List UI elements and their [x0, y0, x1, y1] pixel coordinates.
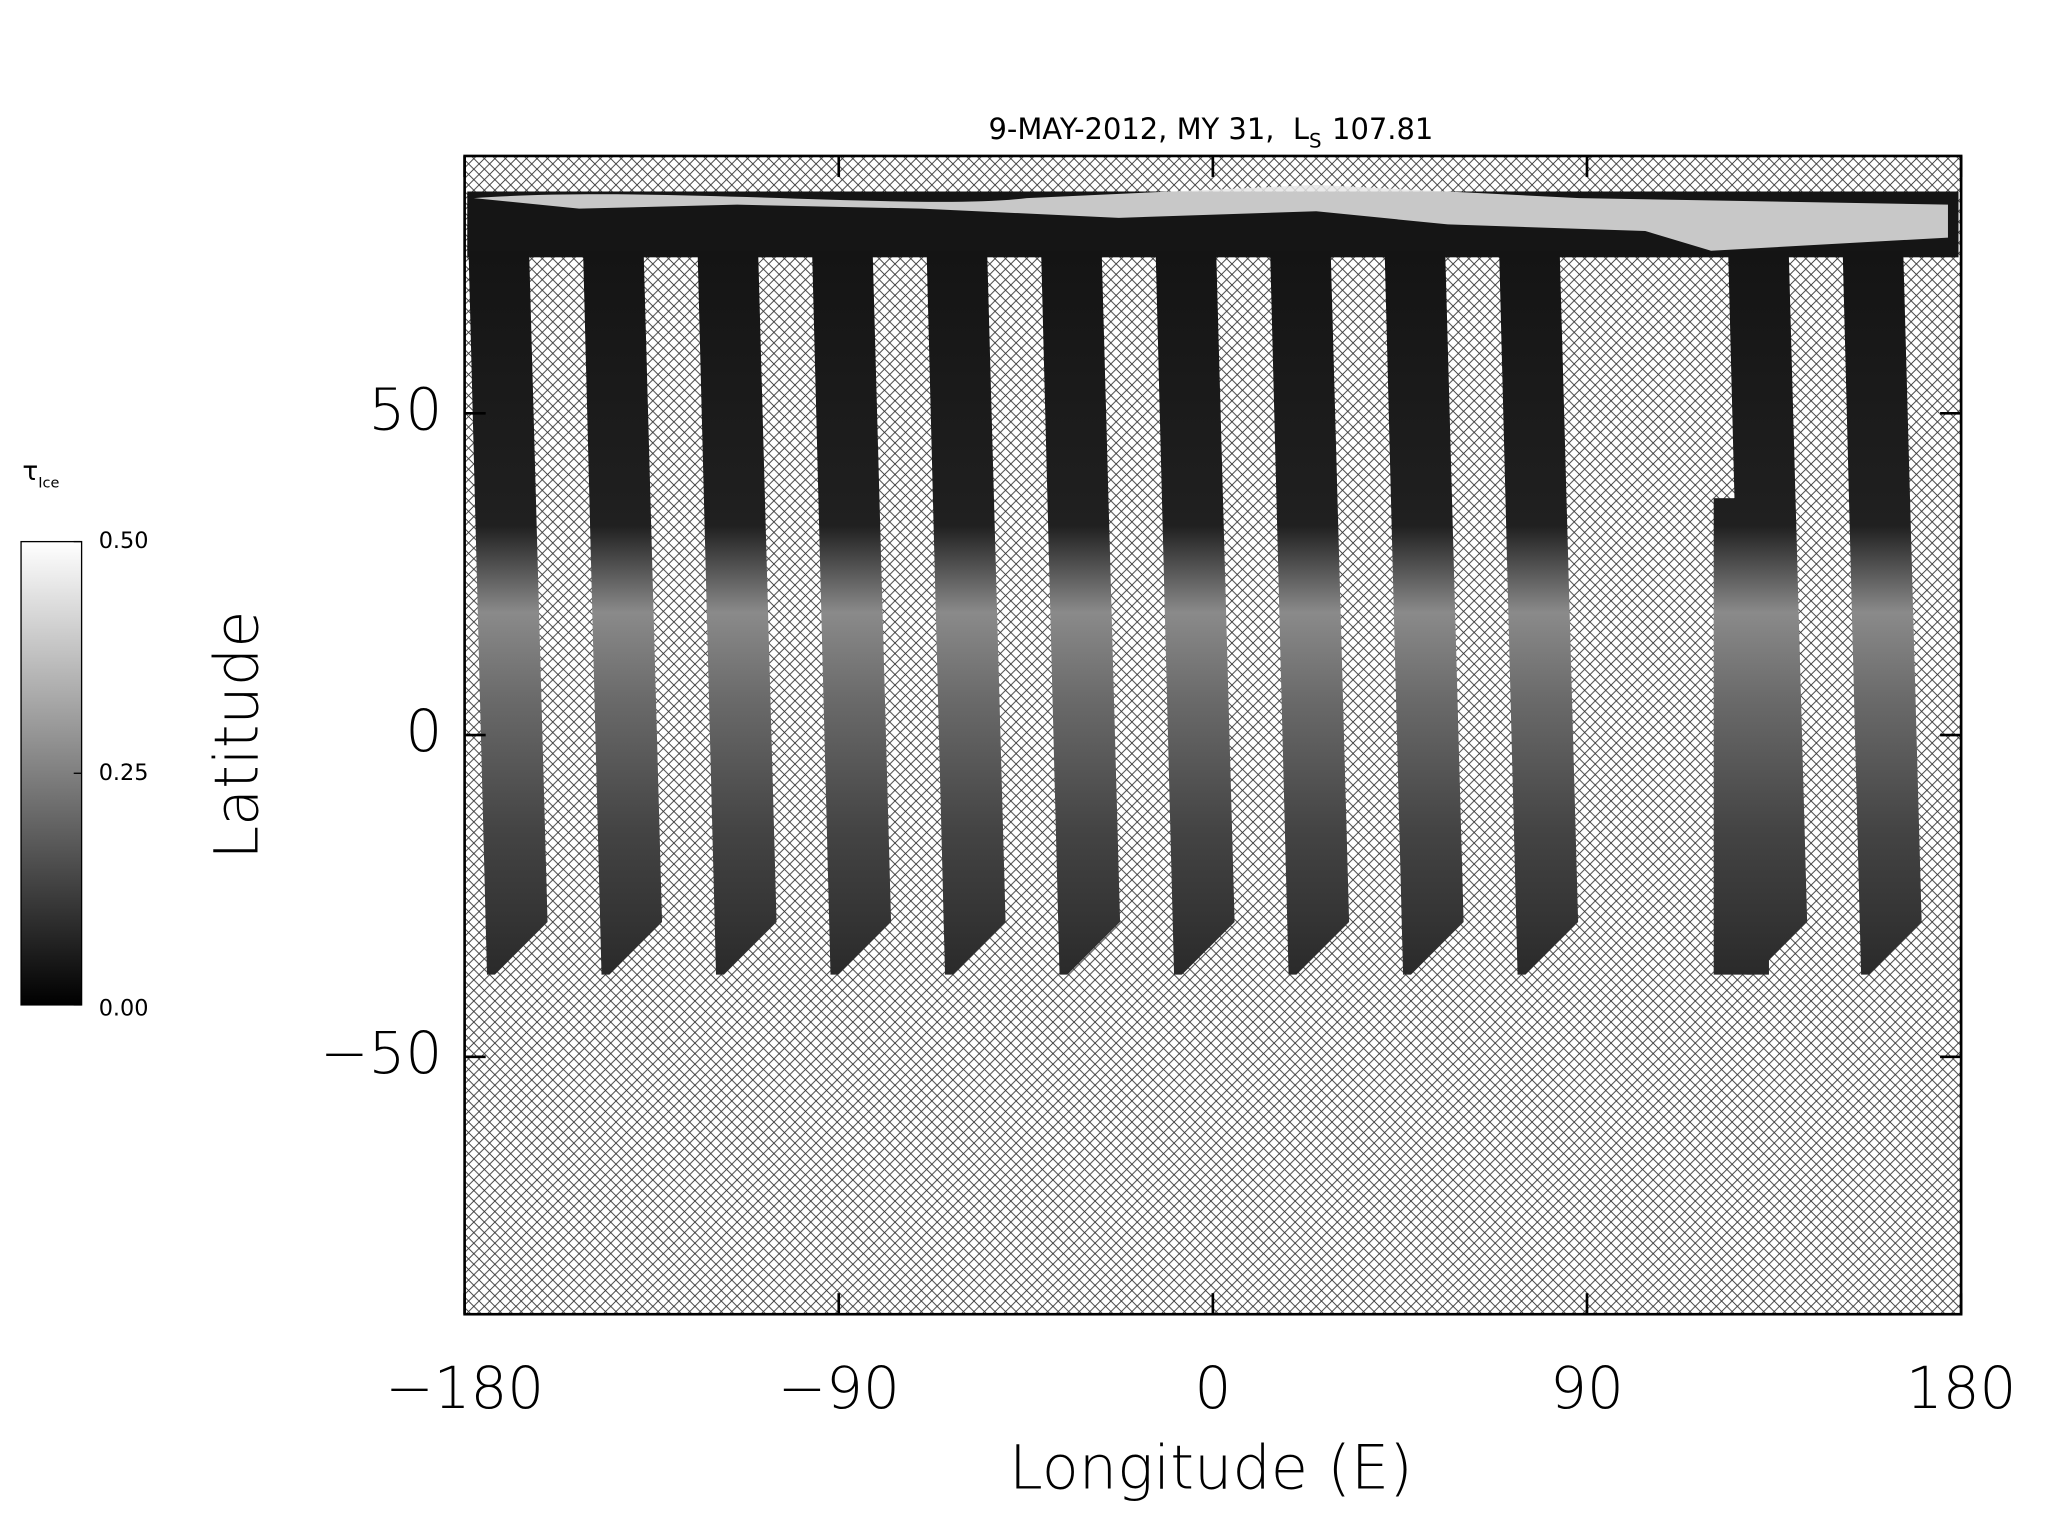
swath — [1270, 250, 1350, 975]
x-tick-label: −90 — [778, 1354, 900, 1422]
x-axis-label: Longitude (E) — [1009, 1434, 1413, 1504]
swath — [1041, 250, 1121, 975]
swath — [697, 250, 777, 975]
colorbar — [20, 540, 83, 1006]
x-tick-label: 180 — [1906, 1354, 2017, 1422]
swath — [1842, 250, 1922, 975]
swath — [1713, 498, 1769, 975]
y-tick-label: 50 — [369, 375, 443, 443]
colorbar-label: τIce — [22, 456, 59, 491]
colorbar-tick-label: 0.50 — [99, 528, 149, 554]
swath — [583, 250, 663, 975]
title-text: 9-MAY-2012, MY 31, L — [988, 112, 1308, 146]
polar-cap — [473, 184, 1948, 251]
y-tick-label: 0 — [405, 697, 442, 765]
colorbar-symbol: τ — [22, 456, 38, 486]
x-tick-label: −180 — [385, 1354, 544, 1422]
colorbar-tick-label: 0.00 — [99, 995, 149, 1021]
title-suffix: 107.81 — [1332, 112, 1433, 146]
chart-title: 9-MAY-2012, MY 31, LS 107.81 — [988, 112, 1433, 152]
y-tick-label: −50 — [320, 1019, 442, 1087]
swath — [1384, 250, 1464, 975]
map-area — [463, 154, 1963, 1316]
x-tick-label: 0 — [1194, 1354, 1231, 1422]
swath — [468, 250, 548, 975]
swath — [1499, 250, 1579, 975]
y-axis-label: Latitude — [202, 611, 272, 860]
colorbar-tick-label: 0.25 — [99, 760, 149, 786]
colorbar-subscript: Ice — [38, 476, 59, 492]
x-tick-label: 90 — [1550, 1354, 1624, 1422]
title-subscript: S — [1309, 129, 1322, 152]
swath — [926, 250, 1006, 975]
swath — [1155, 250, 1235, 975]
swath — [812, 250, 892, 975]
